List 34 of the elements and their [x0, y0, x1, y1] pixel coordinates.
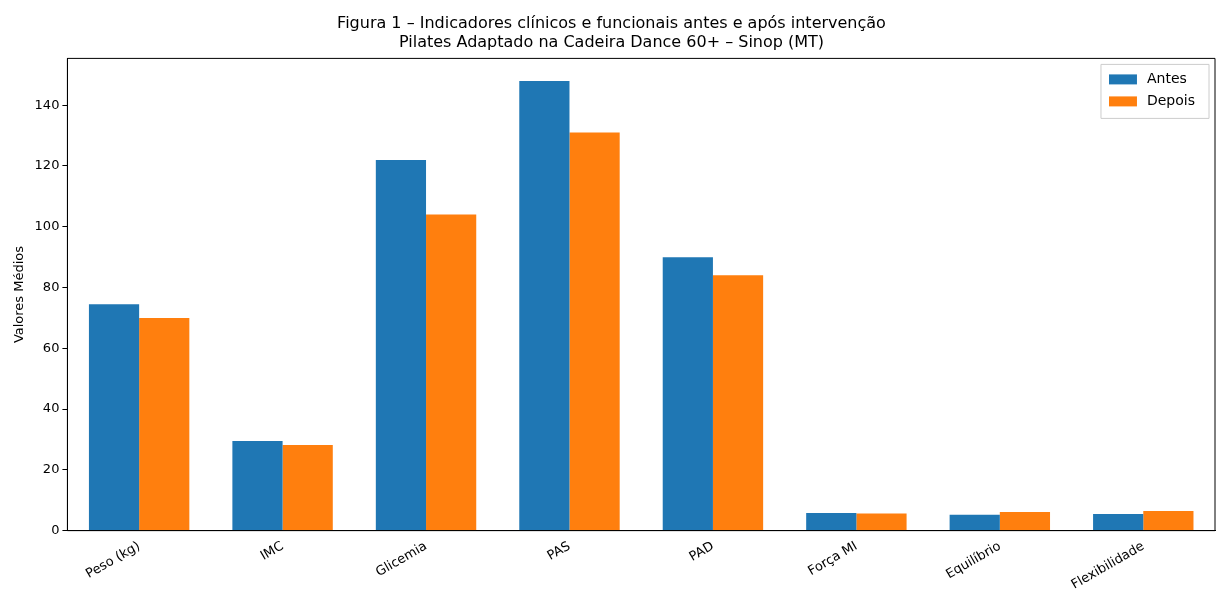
bar — [806, 513, 857, 531]
bar — [139, 317, 190, 531]
bar — [712, 275, 764, 531]
bar — [1143, 510, 1194, 531]
bar — [282, 444, 333, 531]
bar — [662, 257, 713, 531]
y-axis-title: Valores Médios — [11, 245, 27, 344]
bar — [232, 440, 283, 531]
legend-label: Antes — [1146, 70, 1187, 87]
legend-label: Depois — [1146, 92, 1195, 109]
y-tick-label: 140 — [34, 96, 60, 112]
y-tick-label: 40 — [42, 400, 60, 416]
bar — [856, 513, 907, 531]
y-tick-label: 80 — [42, 278, 60, 294]
bar — [426, 214, 477, 531]
y-tick-label: 120 — [34, 157, 60, 173]
x-tick-label: Força MI — [805, 537, 860, 579]
x-tick-label: PAD — [686, 537, 717, 564]
bar — [519, 80, 570, 531]
x-tick-label: PAS — [544, 537, 573, 563]
x-tick-label: IMC — [257, 537, 286, 563]
y-tick-label: 60 — [42, 339, 60, 355]
bar — [569, 132, 620, 531]
y-tick-label: 100 — [34, 218, 60, 234]
bar — [375, 159, 427, 531]
y-tick-label: 20 — [42, 461, 60, 477]
bar — [999, 512, 1051, 531]
chart-title: Figura 1 – Indicadores clínicos e funcionais antes e após intervenção — [337, 12, 886, 32]
x-tick-label: Peso (kg) — [82, 537, 143, 581]
chart-subtitle: Pilates Adaptado na Cadeira Dance 60+ – Sinop (MT) — [398, 31, 825, 51]
y-tick-label: 0 — [51, 522, 60, 538]
bar — [1093, 513, 1144, 531]
bar — [949, 514, 1000, 531]
bar — [88, 304, 140, 531]
